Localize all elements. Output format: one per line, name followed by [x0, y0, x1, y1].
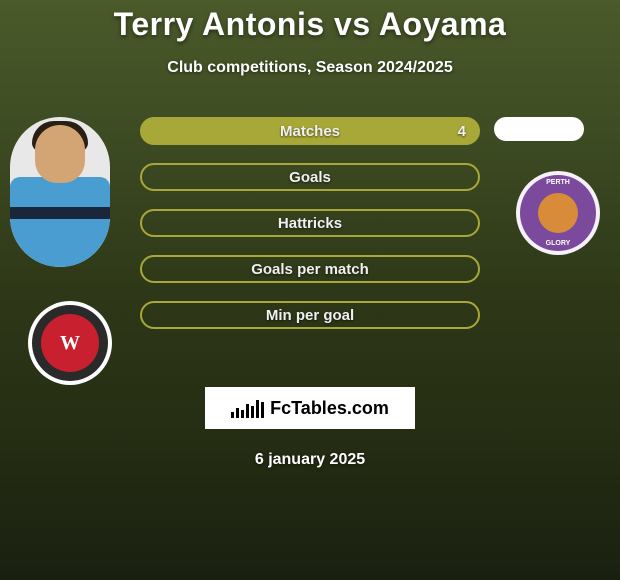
subtitle: Club competitions, Season 2024/2025 — [0, 59, 620, 77]
stat-label: Hattricks — [278, 215, 342, 232]
stat-row-matches: Matches 4 — [140, 117, 480, 145]
stat-pills-container: Matches 4 Goals Hattricks Goals per matc… — [140, 117, 480, 329]
stat-value-right: 4 — [458, 123, 466, 140]
page-title: Terry Antonis vs Aoyama — [0, 0, 620, 43]
club-right-text-bottom: GLORY — [546, 240, 571, 247]
stat-label: Goals — [289, 169, 331, 186]
club-left-logo: W — [28, 301, 112, 385]
player-left-jersey — [10, 177, 110, 267]
stat-label: Goals per match — [251, 261, 369, 278]
footer-brand: FcTables.com — [205, 387, 415, 429]
club-right-logo: PERTH GLORY — [516, 171, 600, 255]
stat-row-goals-per-match: Goals per match — [140, 255, 480, 283]
stat-row-min-per-goal: Min per goal — [140, 301, 480, 329]
player-right-placeholder — [494, 117, 584, 141]
club-left-inner-circle: W — [41, 314, 99, 372]
club-right-text-top: PERTH — [546, 179, 570, 186]
content-area: W PERTH GLORY Matches 4 Goals Hattricks … — [0, 117, 620, 329]
stat-row-goals: Goals — [140, 163, 480, 191]
club-right-ball-icon — [538, 193, 578, 233]
player-left-photo — [10, 117, 110, 267]
club-left-outer-circle: W — [32, 305, 108, 381]
footer-date: 6 january 2025 — [0, 451, 620, 469]
player-left-head — [35, 125, 85, 183]
club-right-outer-circle: PERTH GLORY — [520, 175, 596, 251]
stat-label: Matches — [280, 123, 340, 140]
player-left-jersey-stripe — [10, 207, 110, 219]
stat-row-hattricks: Hattricks — [140, 209, 480, 237]
stat-label: Min per goal — [266, 307, 354, 324]
footer-brand-text: FcTables.com — [270, 398, 389, 419]
chart-icon — [231, 398, 264, 418]
